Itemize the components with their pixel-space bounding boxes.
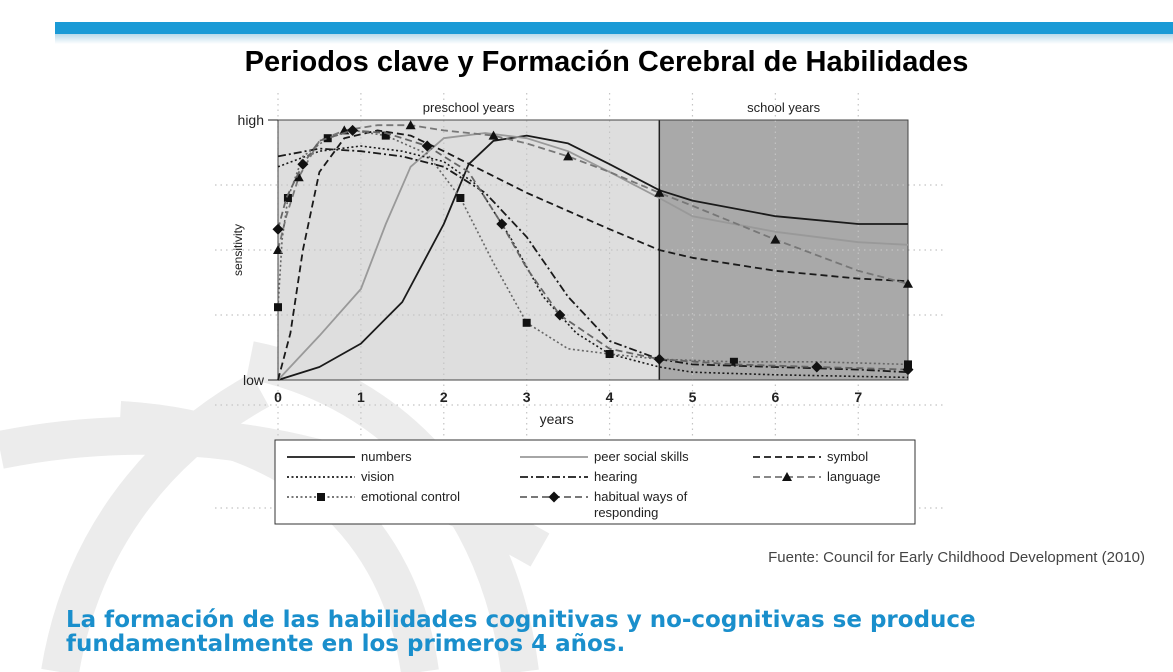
legend-label-symbol: symbol [827,449,868,464]
x-axis-label: years [540,411,574,427]
series-point-language [563,151,574,161]
legend-label-numbers: numbers [361,449,412,464]
legend-label-peer-social-skills: peer social skills [594,449,689,464]
series-point-emotional-control [274,303,282,312]
legend-marker-emotional-control [317,493,325,501]
series-point-habitual-ways-of-responding [554,309,566,321]
x-tick-label-5: 5 [689,389,697,405]
legend-label-emotional-control: emotional control [361,489,460,504]
legend-box [274,439,916,525]
x-tick-label-3: 3 [523,389,531,405]
y-tick-high: high [238,112,264,128]
legend-label-vision: vision [361,469,394,484]
series-point-language [405,120,416,130]
series-point-emotional-control [323,134,332,143]
series-point-habitual-ways-of-responding [347,124,359,136]
x-tick-label-0: 0 [274,389,282,405]
series-point-language [273,245,283,254]
source-citation: Fuente: Council for Early Childhood Deve… [768,549,1145,566]
region-label-0: preschool years [423,100,515,115]
legend-label-habitual-ways-of-responding: habitual ways of responding [594,489,688,520]
top-accent-bar [55,22,1173,34]
region-label-1: school years [747,100,820,115]
legend-label-language: language [827,469,881,484]
slide-caption: La formación de las habilidades cognitiv… [66,607,976,657]
x-tick-label-1: 1 [357,389,365,405]
school-region [659,120,908,380]
series-point-habitual-ways-of-responding [272,223,284,235]
legend-marker-language [782,472,792,481]
series-point-habitual-ways-of-responding [421,140,433,152]
y-axis-label: sensitivity [231,224,245,276]
series-point-habitual-ways-of-responding [297,158,309,170]
legend-label-hearing: hearing [594,469,637,484]
series-point-emotional-control [381,131,390,140]
series-line-vision [277,145,909,379]
series-line-hearing [277,147,909,374]
series-point-emotional-control [729,357,738,366]
sensitivity-chart: preschool years school years high low sensit… [215,93,945,525]
series-point-language [654,187,665,197]
series-point-habitual-ways-of-responding [496,218,508,230]
series-point-habitual-ways-of-responding [902,364,914,376]
series-line-habitual-ways-of-responding [277,129,909,371]
x-tick-label-6: 6 [771,389,779,405]
slide-title: Periodos clave y Formación Cerebral de H… [244,46,969,78]
x-tick-label-2: 2 [440,389,448,405]
series-point-emotional-control [283,194,292,202]
series-point-habitual-ways-of-responding [811,361,823,373]
series-point-language [903,278,913,288]
series-line-numbers [277,134,908,381]
series-line-language [277,124,909,285]
y-tick-low: low [243,372,265,388]
series-line-peer-social-skills [277,132,909,381]
series-point-emotional-control [605,350,614,358]
series-point-language [293,172,304,182]
x-tick-label-4: 4 [606,389,614,405]
series-point-emotional-control [522,318,531,327]
top-accent-shadow [55,34,1173,44]
series-point-language [488,130,499,140]
x-tick-label-7: 7 [854,389,862,405]
series-point-language [770,234,781,244]
legend-marker-habitual-ways-of-responding [548,491,560,503]
series-point-emotional-control [456,194,465,202]
series-point-habitual-ways-of-responding [653,353,665,365]
